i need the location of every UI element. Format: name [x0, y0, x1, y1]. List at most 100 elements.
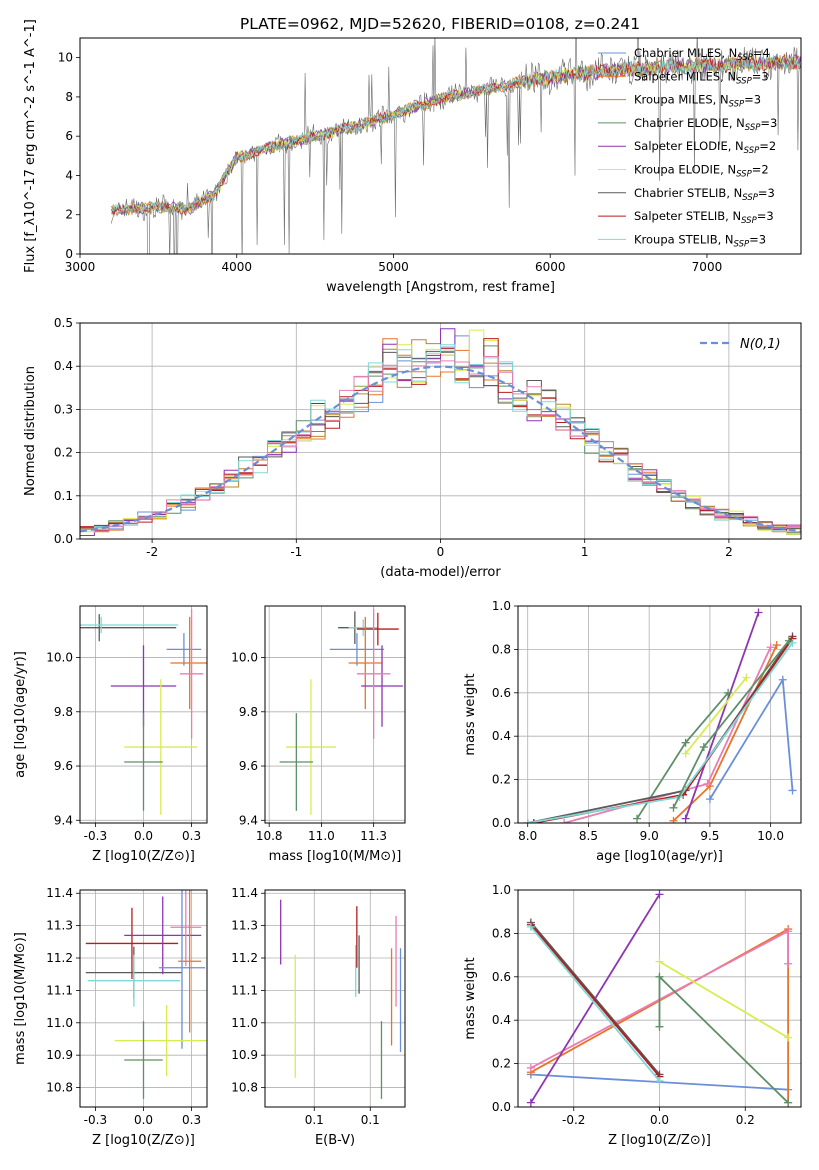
errorbars	[80, 608, 207, 815]
y-axis-label: Flux [f_λ10^-17 erg cm^-2 s^-1 A^-1]	[23, 19, 38, 273]
x-tick-label: 2	[725, 545, 733, 559]
legend-label: Kroupa ELODIE, NSSP=2	[634, 163, 769, 180]
weight-lines	[526, 890, 793, 1107]
x-axis-label: Z [log10(Z/Z⊙)]	[608, 1133, 711, 1148]
weight-line-4	[684, 677, 748, 755]
legend-label: Salpeter STELIB, NSSP=3	[634, 209, 774, 226]
legend-label: N(0,1)	[740, 337, 781, 352]
x-tick-label: 0.3	[182, 829, 201, 843]
spectrum-legend: Chabrier MILES, NSSP=4 Salpeter MILES, NS…	[598, 46, 777, 249]
y-tick-label: 0.6	[492, 970, 511, 984]
weight-marker	[669, 816, 678, 823]
weight-marker	[784, 927, 793, 936]
x-tick-label: 8.5	[579, 829, 598, 843]
y-tick-label: 4	[65, 168, 73, 182]
x-tick-label: 10.8	[256, 829, 283, 843]
x-axis-label: mass [log10(M/M⊙)]	[269, 849, 402, 864]
weight-marker	[529, 819, 538, 823]
x-tick-label: 0.0	[134, 1113, 153, 1127]
x-tick-label: 0.1	[361, 1113, 380, 1127]
weight-marker	[681, 738, 690, 747]
x-tick-label: 0.0	[650, 1113, 669, 1127]
x-tick-label: -0.3	[84, 829, 107, 843]
x-tick-label: 0.1	[305, 1113, 324, 1127]
y-tick-label: 6	[65, 129, 73, 143]
normal-curve	[80, 365, 801, 533]
y-tick-label: 9.4	[54, 813, 73, 827]
y-tick-label: 0.5	[54, 316, 73, 330]
y-tick-label: 11.0	[231, 1016, 258, 1030]
axes-frame	[79, 37, 802, 255]
y-axis-label: mass [log10(M/M⊙)]	[13, 932, 28, 1065]
weight-marker	[699, 743, 708, 752]
errorbars	[280, 899, 402, 1099]
x-tick-label: 0.3	[182, 1113, 201, 1127]
y-tick-label: 0.4	[492, 729, 511, 743]
legend-label: Chabrier MILES, NSSP=4	[634, 46, 770, 63]
x-tick-label: -1	[290, 545, 302, 559]
weight-line-7	[530, 924, 661, 1078]
spectrum-chart: 3000 4000 5000 6000 7000 0 2 4 6 8 10 wavelength [A…	[23, 19, 802, 295]
y-tick-label: 0.0	[54, 532, 73, 546]
weight-marker	[772, 641, 781, 650]
residuals-chart: -2 -1 0 1 2 0.0 0.1 0.2 0.3 0.4 0.5 (data-model)/er…	[23, 316, 802, 580]
x-tick-label: 7000	[692, 260, 723, 274]
y-tick-label: 11.0	[46, 1016, 73, 1030]
y-tick-label: 11.4	[231, 886, 258, 900]
x-tick-label: 11.0	[308, 829, 335, 843]
weight-marker	[633, 814, 642, 823]
weight-marker	[655, 957, 664, 966]
y-tick-label: 9.8	[54, 705, 73, 719]
legend-label: Salpeter MILES, NSSP=3	[634, 69, 769, 86]
legend-label: Salpeter ELODIE, NSSP=2	[634, 139, 776, 156]
y-axis-label: age [log10(age/yr)]	[13, 651, 28, 778]
x-axis-label: (data-model)/error	[380, 565, 501, 580]
y-tick-label: 9.8	[239, 705, 258, 719]
x-tick-label: 9.5	[700, 829, 719, 843]
x-tick-label: 5000	[378, 260, 409, 274]
errorbars	[279, 608, 403, 815]
weight-marker	[778, 675, 787, 684]
weight_age-chart: 8.0 8.5 9.0 9.5 10.0 0.0 0.2 0.4 0.6 0.8 1.0 age [l…	[463, 599, 802, 864]
y-tick-label: 1.0	[492, 599, 511, 613]
mass_Z-chart: -0.3 0.0 0.3 10.8 10.9 11.0 11.1 11.2 11.3 11.4 Z …	[13, 886, 208, 1148]
y-tick-label: 11.3	[46, 919, 73, 933]
x-axis-label: age [log10(age/yr)]	[596, 849, 723, 864]
axes-frame	[264, 605, 406, 824]
axes-frame	[79, 322, 802, 540]
y-tick-label: 2	[65, 208, 73, 222]
x-tick-label: 0.2	[736, 1113, 755, 1127]
figure-title: PLATE=0962, MJD=52620, FIBERID=0108, z=0…	[240, 15, 640, 33]
weight-marker	[681, 749, 690, 758]
histograms	[80, 328, 801, 538]
y-tick-label: 0.6	[492, 686, 511, 700]
x-axis-label: E(B-V)	[315, 1133, 355, 1148]
weight-marker	[523, 819, 532, 823]
mass_ebv-chart: 0.1 0.1 10.8 10.9 11.0 11.1 11.2 11.3 11.4 E(B-V)	[231, 886, 406, 1148]
weight-line-2	[563, 646, 772, 823]
y-tick-label: 10.0	[231, 651, 258, 665]
residuals-legend: N(0,1)	[700, 337, 781, 352]
age_mass-chart: 10.8 11.0 11.3 9.4 9.6 9.8 10.0 mass [log10(M/M…	[231, 605, 406, 864]
weight-marker	[784, 959, 793, 968]
x-tick-label: -0.2	[562, 1113, 585, 1127]
x-tick-label: 11.3	[360, 829, 387, 843]
y-tick-label: 11.1	[46, 983, 73, 997]
y-tick-label: 10.9	[231, 1048, 258, 1062]
legend-label: Chabrier STELIB, NSSP=3	[634, 186, 775, 203]
axes-frame	[517, 605, 802, 824]
weight-marker	[784, 1098, 793, 1107]
weight-marker	[724, 688, 733, 697]
y-tick-label: 10.8	[46, 1081, 73, 1095]
y-tick-label: 0.2	[54, 446, 73, 460]
weight-marker	[742, 673, 751, 682]
weight-marker	[526, 1098, 535, 1107]
weight-line-8	[530, 926, 661, 1082]
weight-marker	[681, 814, 690, 823]
y-tick-label: 0.8	[492, 926, 511, 940]
y-tick-label: 0	[65, 247, 73, 261]
legend-label: Kroupa MILES, NSSP=3	[634, 93, 761, 110]
weight-marker	[784, 636, 793, 645]
x-tick-label: 9.0	[640, 829, 659, 843]
